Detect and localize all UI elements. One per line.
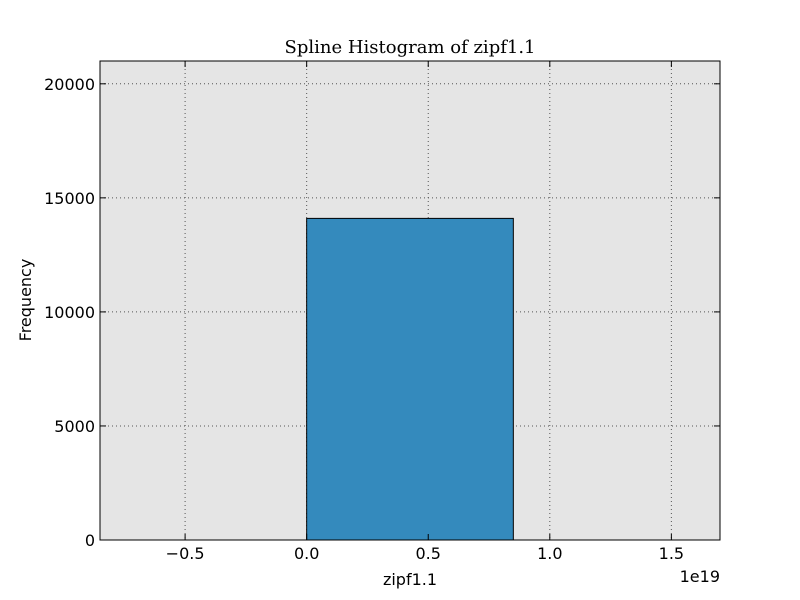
bars (306, 217, 514, 541)
x-tick-label: 1.0 (537, 544, 562, 563)
y-tick-label: 15000 (44, 189, 95, 208)
x-tick-label: 0.0 (294, 544, 319, 563)
histogram-bar (306, 217, 514, 541)
y-tick-label: 10000 (44, 303, 95, 322)
y-tick-label: 5000 (54, 417, 95, 436)
y-tick-label: 0 (85, 531, 95, 550)
y-axis-label: Frequency (16, 259, 35, 342)
x-axis-label: zipf1.1 (383, 570, 437, 589)
x-offset-label: 1e19 (680, 567, 720, 586)
ticks: −0.5 0.0 0.5 1.0 1.5 0 5000 10000 15000 20000 (44, 61, 720, 563)
x-tick-label: −0.5 (166, 544, 205, 563)
y-tick-label: 20000 (44, 75, 95, 94)
x-tick-label: 0.5 (416, 544, 441, 563)
plot-frame (99, 60, 721, 541)
x-tick-label: 1.5 (659, 544, 684, 563)
chart-title: Spline Histogram of zipf1.1 (284, 37, 535, 58)
